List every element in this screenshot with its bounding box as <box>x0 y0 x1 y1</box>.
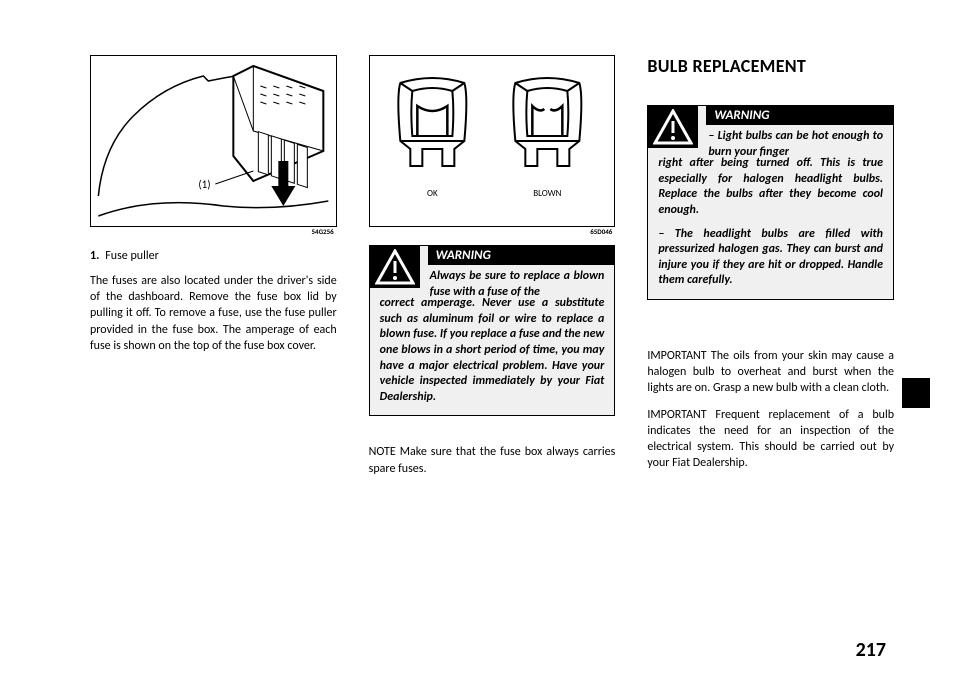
figure-fuses: OK BLOWN 65D046 <box>369 55 616 227</box>
figure-id: 54G256 <box>311 227 333 236</box>
section-heading: BULB REPLACEMENT <box>647 55 894 77</box>
side-tab <box>902 378 930 408</box>
warning-fuse: WARNING Always be sure to replace a blow… <box>369 245 616 416</box>
ok-label: OK <box>427 188 438 199</box>
list-text: Fuse puller <box>105 249 158 263</box>
list-number: 1. <box>90 249 99 263</box>
warning-header-2: WARNING <box>706 106 893 125</box>
blown-label: BLOWN <box>533 188 561 199</box>
warning-rest: correct amperage. Never use a substitute… <box>380 296 605 404</box>
page-number: 217 <box>856 638 886 662</box>
column-3: BULB REPLACEMENT WARNING – Light bulbs c… <box>647 55 894 658</box>
warning-rest-2: right after being turned off. This is tr… <box>658 156 883 217</box>
warning-icon <box>648 106 698 148</box>
column-2: OK BLOWN 65D046 WARNING Always be sure t… <box>369 55 616 658</box>
warning-header: WARNING <box>428 246 615 265</box>
fuse-illustration: OK BLOWN <box>370 56 615 226</box>
manual-page: (1) 54G256 1. Fuse puller The fuses are … <box>90 55 894 658</box>
fusebox-illustration: (1) <box>91 56 336 226</box>
list-item-1: 1. Fuse puller <box>90 249 337 263</box>
important-1: IMPORTANT The oils from your skin may ca… <box>647 348 894 397</box>
fuse-description: The fuses are also located under the dri… <box>90 273 337 354</box>
column-1: (1) 54G256 1. Fuse puller The fuses are … <box>90 55 337 658</box>
important-2: IMPORTANT Frequent replacement of a bulb… <box>647 407 894 472</box>
warning-bulb: WARNING – Light bulbs can be hot enough … <box>647 105 894 300</box>
figure-fusebox: (1) 54G256 <box>90 55 337 227</box>
figure-id-2: 65D046 <box>590 227 612 236</box>
callout-label: (1) <box>198 178 210 191</box>
warning-icon <box>370 246 420 288</box>
note-spare-fuses: NOTE Make sure that the fuse box always … <box>369 444 616 476</box>
warning-para2: – The headlight bulbs are filled with pr… <box>658 227 883 289</box>
warning-text: Always be sure to replace a blown fuse w… <box>380 269 605 405</box>
